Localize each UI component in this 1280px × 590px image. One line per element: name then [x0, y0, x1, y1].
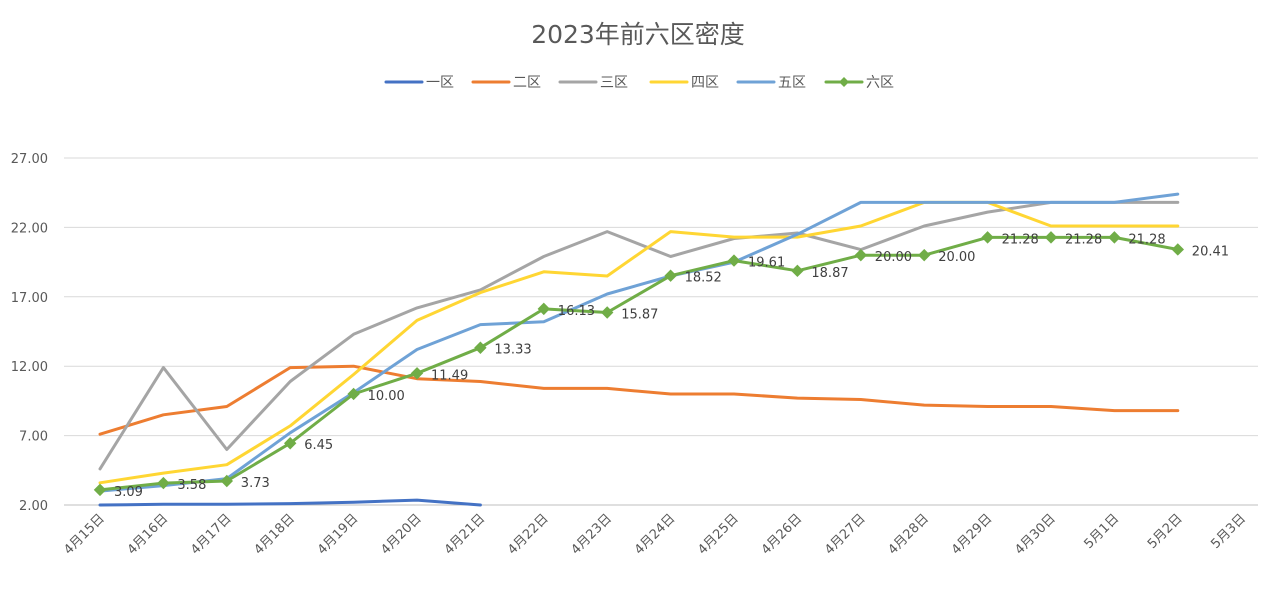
data-label: 3.58 — [177, 478, 206, 493]
y-tick-label: 12.00 — [11, 360, 48, 375]
data-labels: 3.09 3.58 3.73 6.45 10.00 11.49 13.33 16.13 15.8… — [114, 232, 1229, 499]
data-label: 10.00 — [368, 389, 405, 404]
series-marker — [791, 264, 804, 278]
y-tick-label: 17.00 — [11, 291, 48, 306]
series-marker — [220, 474, 234, 488]
data-label: 3.09 — [114, 485, 143, 500]
data-label: 18.52 — [685, 271, 722, 286]
legend-label: 二区 — [513, 75, 541, 91]
series-marker — [537, 302, 551, 316]
series-marker — [474, 341, 487, 354]
series-marker — [600, 306, 614, 319]
data-label: 15.87 — [621, 307, 658, 322]
y-tick-label: 22.00 — [11, 221, 48, 236]
series-line-5 — [98, 192, 1180, 493]
series-line-6 — [98, 235, 1180, 492]
series-marker — [854, 248, 868, 262]
series-marker — [410, 367, 424, 380]
series-marker — [1108, 231, 1121, 244]
chart-title: 2023年前六区密度 — [531, 20, 745, 49]
data-label: 21.28 — [1128, 232, 1165, 247]
data-label: 18.87 — [811, 266, 848, 281]
series-line-3 — [98, 200, 1180, 471]
data-label: 3.73 — [241, 476, 270, 491]
data-label: 21.28 — [1065, 232, 1102, 247]
series-marker — [1044, 231, 1058, 244]
series-marker — [917, 248, 931, 262]
data-label: 20.00 — [875, 250, 912, 265]
y-tick-label: 27.00 — [11, 152, 48, 167]
legend-label: 四区 — [691, 75, 719, 91]
data-label: 21.28 — [1002, 232, 1039, 247]
data-label: 16.13 — [558, 304, 595, 319]
series-marker — [1171, 243, 1185, 256]
series-marker — [347, 387, 360, 401]
data-label: 20.41 — [1192, 244, 1229, 259]
data-label: 6.45 — [304, 438, 333, 453]
series-line-4 — [98, 200, 1180, 485]
series-marker — [664, 269, 677, 282]
series-line-1 — [98, 498, 482, 507]
series-marker — [157, 476, 170, 490]
legend: 一区 二区 三区 四区 五区 六区 — [384, 75, 894, 91]
data-label: 11.49 — [431, 368, 468, 383]
series-line-2 — [98, 364, 1180, 436]
y-tick-label: 2.00 — [19, 499, 48, 514]
y-tick-label: 7.00 — [19, 430, 48, 445]
data-label: 20.00 — [938, 250, 975, 265]
data-label: 19.61 — [748, 256, 785, 271]
series-lines — [93, 192, 1185, 507]
series-marker — [283, 437, 297, 450]
data-label: 13.33 — [494, 343, 531, 358]
legend-label: 五区 — [778, 75, 806, 91]
legend-marker — [839, 77, 849, 87]
legend-label: 六区 — [866, 75, 894, 91]
series-marker — [727, 254, 741, 267]
series-marker — [981, 231, 994, 244]
series-marker — [93, 483, 107, 497]
legend-label: 一区 — [426, 75, 454, 91]
legend-label: 三区 — [600, 75, 628, 91]
